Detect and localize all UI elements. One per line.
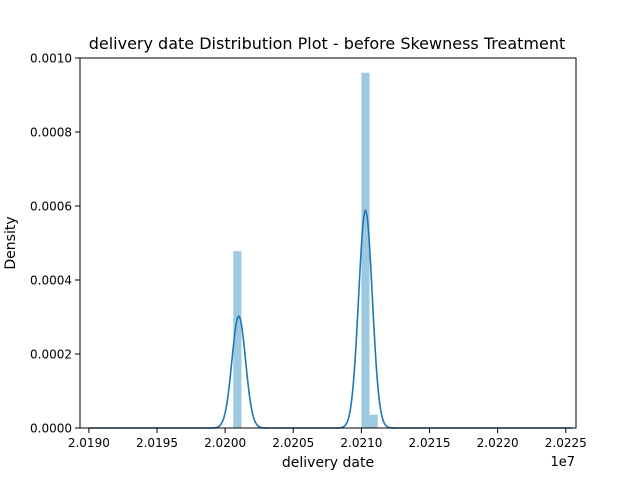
x-axis-label: delivery date (282, 455, 374, 471)
x-tick-label: 2.0205 (272, 436, 314, 450)
y-axis-label: Density (3, 216, 19, 269)
x-tick-label: 2.0220 (477, 436, 519, 450)
kde-line (88, 208, 573, 429)
y-tick-label: 0.0000 (30, 422, 72, 436)
histogram-bar (361, 72, 370, 429)
plot-frame (79, 57, 577, 429)
x-tick-label: 2.0190 (68, 436, 110, 450)
y-tick-label: 0.0008 (30, 126, 72, 140)
plot-area (88, 72, 573, 429)
y-tick-label: 0.0004 (30, 274, 72, 288)
x-tick-label: 2.0210 (340, 436, 382, 450)
y-tick-label: 0.0010 (30, 52, 72, 66)
x-tick-label: 2.0200 (204, 436, 246, 450)
y-tick-label: 0.0002 (30, 348, 72, 362)
x-axis-offset-label: 1e7 (550, 455, 575, 470)
x-axis: 2.0190 2.0195 2.0200 2.0205 2.0210 2.0215 2.02… (68, 428, 587, 450)
histogram-bar (369, 414, 378, 428)
y-tick-label: 0.0006 (30, 200, 72, 214)
x-tick-label: 2.0215 (409, 436, 451, 450)
chart-title: delivery date Distribution Plot - before… (89, 34, 566, 53)
x-tick-label: 2.0225 (545, 436, 587, 450)
y-axis: 0.0000 0.0002 0.0004 0.0006 0.0008 0.0010 (30, 52, 80, 436)
x-tick-label: 2.0195 (136, 436, 178, 450)
histogram-bar (233, 251, 242, 428)
